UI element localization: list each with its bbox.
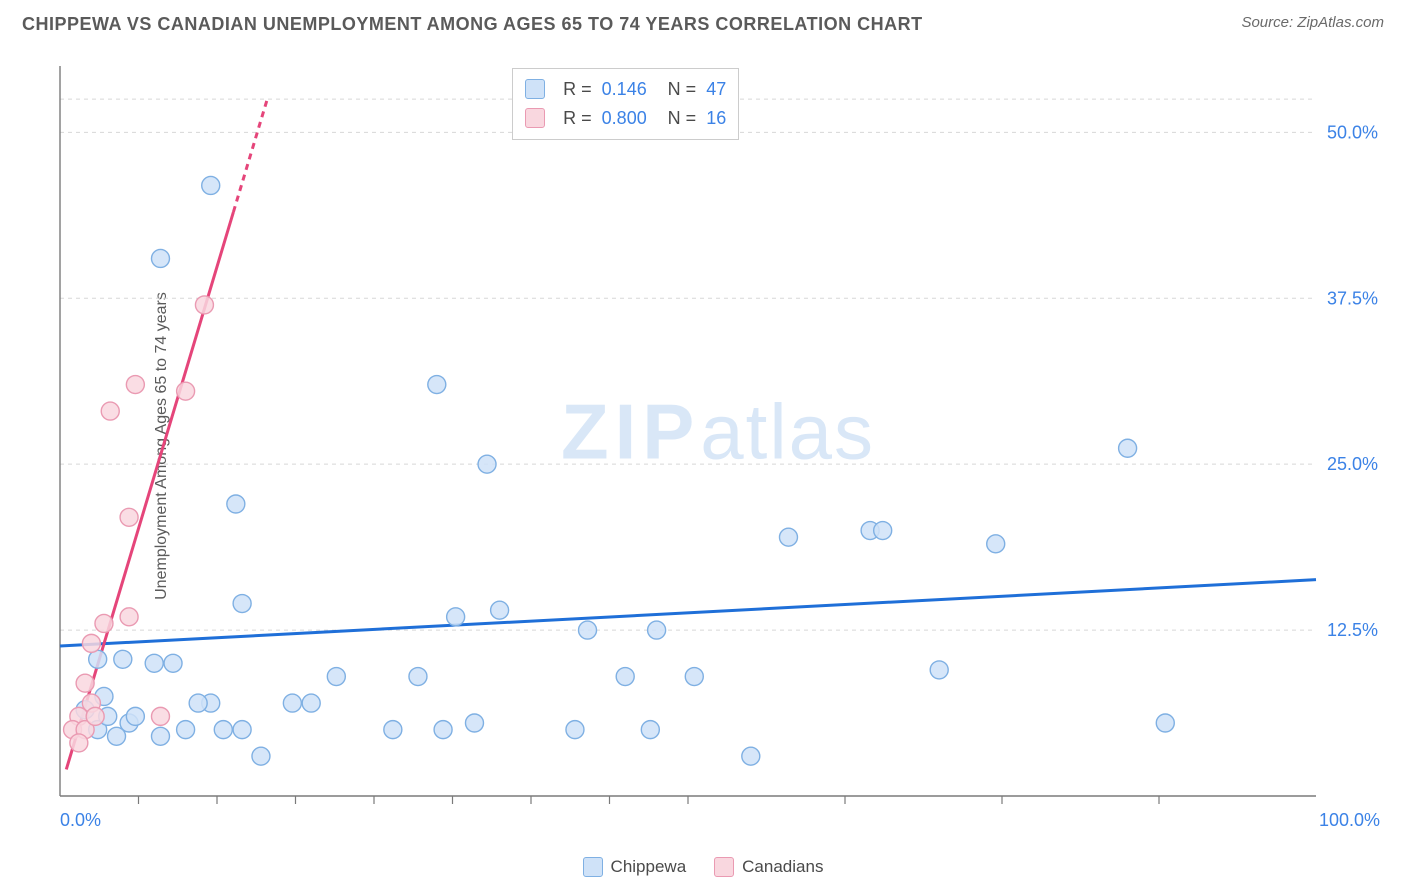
data-point xyxy=(151,249,169,267)
data-point xyxy=(447,608,465,626)
data-point xyxy=(189,694,207,712)
legend-r-value: 0.800 xyxy=(602,104,658,133)
correlation-legend-row: R = 0.800 N = 16 xyxy=(525,104,726,133)
data-point xyxy=(82,634,100,652)
legend-n-value: 47 xyxy=(706,75,726,104)
data-point xyxy=(648,621,666,639)
data-point xyxy=(478,455,496,473)
data-point xyxy=(283,694,301,712)
legend-swatch xyxy=(583,857,603,877)
data-point xyxy=(302,694,320,712)
data-point xyxy=(120,608,138,626)
data-point xyxy=(101,402,119,420)
data-point xyxy=(76,674,94,692)
data-point xyxy=(227,495,245,513)
x-axis-start-label: 0.0% xyxy=(60,810,101,831)
data-point xyxy=(114,650,132,668)
legend-swatch xyxy=(714,857,734,877)
data-point xyxy=(409,668,427,686)
legend-r-label: R = xyxy=(563,104,592,133)
correlation-legend: R = 0.146 N = 47 R = 0.800 N = 16 xyxy=(512,68,739,140)
data-point xyxy=(145,654,163,672)
chart-area: 12.5%25.0%37.5%50.0% ZIPatlas R =0.146N … xyxy=(50,58,1386,838)
data-point xyxy=(566,721,584,739)
series-legend-item: Chippewa xyxy=(583,857,687,877)
data-point xyxy=(779,528,797,546)
data-point xyxy=(1156,714,1174,732)
data-point xyxy=(685,668,703,686)
legend-label: Canadians xyxy=(742,857,823,877)
data-point xyxy=(108,727,126,745)
data-point xyxy=(491,601,509,619)
chart-title: CHIPPEWA VS CANADIAN UNEMPLOYMENT AMONG … xyxy=(22,14,923,35)
y-tick-label: 37.5% xyxy=(1327,288,1378,308)
y-tick-label: 50.0% xyxy=(1327,122,1378,142)
legend-n-label: N = xyxy=(668,75,697,104)
data-point xyxy=(327,668,345,686)
data-point xyxy=(233,721,251,739)
legend-n-value: 16 xyxy=(706,104,726,133)
data-point xyxy=(214,721,232,739)
data-point xyxy=(434,721,452,739)
data-point xyxy=(428,376,446,394)
data-point xyxy=(252,747,270,765)
data-point xyxy=(164,654,182,672)
data-point xyxy=(202,176,220,194)
data-point xyxy=(465,714,483,732)
data-point xyxy=(874,522,892,540)
data-point xyxy=(616,668,634,686)
data-point xyxy=(641,721,659,739)
data-point xyxy=(195,296,213,314)
source-attribution: Source: ZipAtlas.com xyxy=(1241,14,1384,31)
x-axis-end-label: 100.0% xyxy=(1319,810,1380,831)
data-point xyxy=(126,376,144,394)
legend-swatch xyxy=(525,108,545,128)
y-tick-label: 12.5% xyxy=(1327,620,1378,640)
data-point xyxy=(742,747,760,765)
data-point xyxy=(120,508,138,526)
series-legend: Chippewa Canadians xyxy=(0,857,1406,882)
data-point xyxy=(70,734,88,752)
data-point xyxy=(95,614,113,632)
data-point xyxy=(151,707,169,725)
y-tick-label: 25.0% xyxy=(1327,454,1378,474)
legend-swatch xyxy=(525,79,545,99)
legend-r-label: R = xyxy=(563,75,592,104)
data-point xyxy=(177,721,195,739)
data-point xyxy=(384,721,402,739)
data-point xyxy=(987,535,1005,553)
legend-n-label: N = xyxy=(668,104,697,133)
data-point xyxy=(177,382,195,400)
data-point xyxy=(151,727,169,745)
data-point xyxy=(86,707,104,725)
series-legend-item: Canadians xyxy=(714,857,823,877)
correlation-legend-row: R = 0.146 N = 47 xyxy=(525,75,726,104)
scatter-chart-svg: 12.5% 25.0% 37.5% 50.0% xyxy=(50,58,1386,838)
data-point xyxy=(930,661,948,679)
data-point xyxy=(126,707,144,725)
data-point xyxy=(579,621,597,639)
legend-label: Chippewa xyxy=(611,857,687,877)
data-point xyxy=(1119,439,1137,457)
data-point xyxy=(233,595,251,613)
legend-r-value: 0.146 xyxy=(602,75,658,104)
